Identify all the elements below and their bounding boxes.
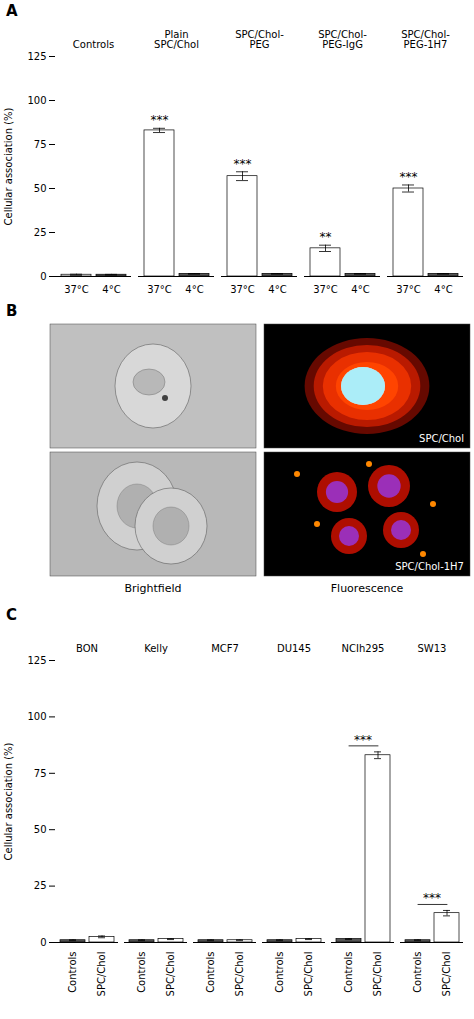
svg-text:Cellular association (%): Cellular association (%) bbox=[3, 107, 14, 225]
svg-text:Controls: Controls bbox=[73, 39, 114, 50]
svg-text:4°C: 4°C bbox=[351, 284, 369, 295]
svg-text:BON: BON bbox=[76, 643, 98, 654]
html-text:B: B bbox=[6, 302, 18, 320]
svg-text:PlainSPC/Chol: PlainSPC/Chol bbox=[154, 29, 199, 50]
svg-text:***: *** bbox=[234, 157, 252, 171]
html-text:C: C bbox=[6, 606, 17, 624]
svg-text:50: 50 bbox=[34, 183, 47, 194]
svg-text:4°C: 4°C bbox=[434, 284, 452, 295]
svg-text:25: 25 bbox=[34, 227, 47, 238]
svg-text:SPC/Chol: SPC/Chol bbox=[96, 952, 107, 997]
svg-text:SPC/Chol: SPC/Chol bbox=[441, 952, 452, 997]
svg-text:SPC/Chol: SPC/Chol bbox=[372, 952, 383, 997]
svg-text:75: 75 bbox=[34, 768, 47, 779]
svg-text:Cellular association (%): Cellular association (%) bbox=[3, 742, 14, 860]
svg-text:**: ** bbox=[320, 230, 332, 244]
svg-text:37°C: 37°C bbox=[396, 284, 421, 295]
svg-text:75: 75 bbox=[34, 139, 47, 150]
svg-text:50: 50 bbox=[34, 824, 47, 835]
svg-text:37°C: 37°C bbox=[230, 284, 255, 295]
svg-text:37°C: 37°C bbox=[64, 284, 89, 295]
svg-text:***: *** bbox=[400, 170, 418, 184]
svg-text:0: 0 bbox=[40, 937, 46, 948]
svg-text:4°C: 4°C bbox=[185, 284, 203, 295]
svg-text:NCIh295: NCIh295 bbox=[342, 643, 385, 654]
svg-text:SW13: SW13 bbox=[418, 643, 447, 654]
svg-text:25: 25 bbox=[34, 880, 47, 891]
svg-text:SPC/Chol: SPC/Chol bbox=[419, 433, 464, 444]
svg-text:Controls: Controls bbox=[412, 952, 423, 993]
svg-text:125: 125 bbox=[27, 51, 46, 62]
svg-text:***: *** bbox=[354, 733, 372, 747]
svg-text:SPC/Chol-PEG-IgG: SPC/Chol-PEG-IgG bbox=[318, 29, 367, 50]
svg-text:***: *** bbox=[151, 113, 169, 127]
svg-text:4°C: 4°C bbox=[268, 284, 286, 295]
svg-text:SPC/Chol-PEG-1H7: SPC/Chol-PEG-1H7 bbox=[401, 29, 450, 50]
html-text:A: A bbox=[6, 2, 18, 20]
svg-text:100: 100 bbox=[27, 711, 46, 722]
svg-text:Fluorescence: Fluorescence bbox=[331, 582, 404, 595]
svg-text:SPC/Chol-PEG: SPC/Chol-PEG bbox=[235, 29, 284, 50]
svg-text:DU145: DU145 bbox=[277, 643, 311, 654]
svg-text:37°C: 37°C bbox=[147, 284, 172, 295]
svg-text:Controls: Controls bbox=[274, 952, 285, 993]
svg-text:SPC/Chol-1H7: SPC/Chol-1H7 bbox=[395, 561, 464, 572]
svg-text:***: *** bbox=[423, 891, 441, 905]
svg-text:SPC/Chol: SPC/Chol bbox=[165, 952, 176, 997]
svg-text:100: 100 bbox=[27, 95, 46, 106]
svg-text:MCF7: MCF7 bbox=[211, 643, 239, 654]
svg-text:SPC/Chol: SPC/Chol bbox=[303, 952, 314, 997]
svg-text:SPC/Chol: SPC/Chol bbox=[234, 952, 245, 997]
svg-text:Controls: Controls bbox=[205, 952, 216, 993]
svg-text:0: 0 bbox=[40, 271, 46, 282]
svg-text:Brightfield: Brightfield bbox=[124, 582, 181, 595]
svg-text:Controls: Controls bbox=[136, 952, 147, 993]
svg-text:Kelly: Kelly bbox=[144, 643, 168, 654]
svg-text:37°C: 37°C bbox=[313, 284, 338, 295]
svg-text:125: 125 bbox=[27, 655, 46, 666]
svg-text:Controls: Controls bbox=[67, 952, 78, 993]
svg-text:4°C: 4°C bbox=[102, 284, 120, 295]
svg-text:Controls: Controls bbox=[343, 952, 354, 993]
